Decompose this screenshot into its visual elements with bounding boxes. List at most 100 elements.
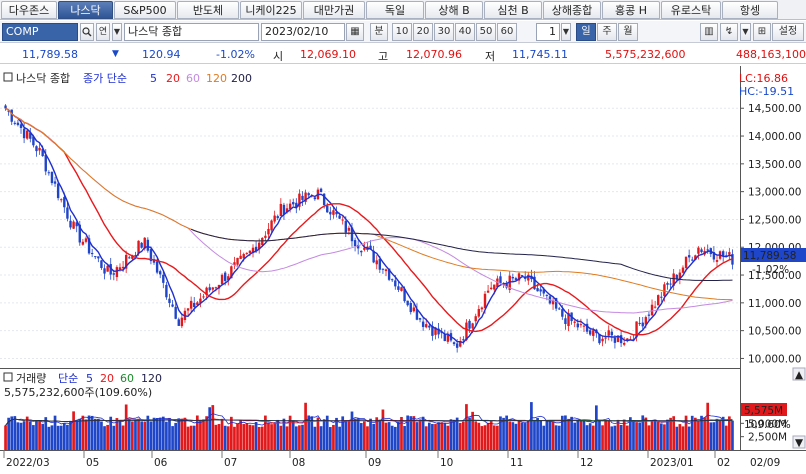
- volume-bar-111: [344, 420, 348, 450]
- chevron-down-icon[interactable]: ▼: [112, 23, 122, 41]
- candle-136: [421, 318, 425, 331]
- candle-205: [635, 321, 638, 342]
- volume-bar-228: [706, 402, 710, 450]
- volume-bar-58: [180, 418, 184, 450]
- minute-button-40[interactable]: 40: [455, 23, 475, 41]
- volume-bar-86: [267, 422, 270, 450]
- search-icon[interactable]: [80, 23, 94, 41]
- tab-3[interactable]: S&P500: [114, 1, 176, 19]
- tab-1[interactable]: 다우존스: [1, 1, 57, 19]
- volume-bar-65: [202, 419, 205, 450]
- candle-165: [511, 273, 515, 283]
- candle-47: [146, 237, 150, 253]
- volume-ma120: 120: [141, 372, 162, 385]
- volume-bar-72: [223, 425, 227, 450]
- volume-bar-198: [613, 425, 617, 450]
- ma20-line: [5, 107, 733, 336]
- tab-9[interactable]: 심천 B: [484, 1, 542, 19]
- candle-207: [641, 317, 644, 330]
- volume-bar-106: [328, 427, 332, 450]
- volume-bar-212: [656, 421, 660, 450]
- tab-8[interactable]: 상해 B: [425, 1, 483, 19]
- tool-dropdown-icon[interactable]: ▼: [740, 23, 751, 41]
- volume-bar-210: [650, 421, 654, 450]
- volume-bar-180: [557, 425, 561, 450]
- volume-bar-167: [517, 420, 521, 450]
- volume-bars: [4, 402, 734, 450]
- volume-bar-88: [273, 423, 277, 450]
- scroll-buttons[interactable]: ▲ ▼: [792, 367, 806, 449]
- volume-bar-68: [211, 405, 215, 450]
- volume-bar-120: [372, 423, 375, 450]
- minute-button-60[interactable]: 60: [497, 23, 517, 41]
- volume-bar-49: [152, 417, 156, 450]
- period-button-3[interactable]: 월: [618, 23, 638, 41]
- calendar-icon[interactable]: ▦: [346, 23, 364, 41]
- tab-2[interactable]: 나스닥: [58, 1, 113, 19]
- volume-bar-40: [124, 404, 128, 450]
- volume-bar-77: [239, 420, 242, 450]
- mode-toggle-button[interactable]: 연: [96, 23, 110, 41]
- minute-button-20[interactable]: 20: [413, 23, 433, 41]
- volume-bar-185: [573, 422, 577, 450]
- volume-bar-63: [195, 415, 199, 450]
- date-input[interactable]: 2023/02/10: [261, 23, 345, 41]
- tab-11[interactable]: 홍콩 H: [602, 1, 660, 19]
- candle-33: [103, 264, 106, 280]
- volume-bar-79: [245, 423, 249, 450]
- volume-bar-230: [712, 422, 716, 450]
- volume-bar-196: [607, 420, 611, 450]
- volume-bar-30: [93, 418, 97, 450]
- price-chart[interactable]: 나스닥 종합 종가 단순 5 20 60 120 200 LC:16.86 HC…: [0, 66, 806, 474]
- count-input[interactable]: 1: [536, 23, 560, 41]
- draw-tool-icon[interactable]: ↯: [720, 23, 738, 41]
- tab-10[interactable]: 상해종합: [543, 1, 601, 19]
- chart-tool-icon[interactable]: ▥: [700, 23, 718, 41]
- candle-24: [75, 220, 78, 233]
- period-button-1[interactable]: 일: [576, 23, 596, 41]
- change-rate: -1.02%: [216, 48, 255, 61]
- candle-206: [638, 316, 641, 326]
- candle-103: [319, 187, 323, 193]
- legend-ma20: 20: [166, 72, 180, 85]
- tab-6[interactable]: 대만가권: [303, 1, 365, 19]
- volume-bar-93: [288, 415, 292, 450]
- legend-ma60: 60: [186, 72, 200, 85]
- minute-button-50[interactable]: 50: [476, 23, 496, 41]
- high-price: 12,070.96: [406, 48, 462, 61]
- volume-bar-69: [214, 424, 218, 450]
- volume-bar-140: [434, 424, 437, 450]
- volume-bar-16: [50, 425, 54, 450]
- date-axis-label-5: 08: [292, 457, 305, 469]
- volume-bar-165: [511, 422, 515, 450]
- tab-13[interactable]: 항셍: [722, 1, 778, 19]
- code-input[interactable]: COMP: [2, 23, 78, 41]
- indicator-icon[interactable]: ⊞: [753, 23, 771, 41]
- legend-ma-label: 종가 단순: [83, 72, 127, 85]
- volume-bar-221: [684, 415, 688, 450]
- candle-170: [527, 271, 530, 285]
- candle-135: [418, 317, 422, 323]
- volume-bar-189: [585, 425, 589, 450]
- candle-228: [706, 244, 709, 254]
- minute-button-30[interactable]: 30: [434, 23, 454, 41]
- tab-5[interactable]: 니케이225: [240, 1, 302, 19]
- settings-button[interactable]: 설정: [772, 23, 804, 41]
- minute-button-10[interactable]: 10: [392, 23, 412, 41]
- candle-154: [477, 305, 481, 319]
- volume-bar-150: [465, 404, 468, 450]
- candle-178: [551, 297, 555, 310]
- tab-4[interactable]: 반도체: [177, 1, 239, 19]
- volume-bar-121: [375, 417, 379, 450]
- candle-213: [660, 292, 663, 302]
- period-button-2[interactable]: 주: [597, 23, 617, 41]
- volume-bar-216: [669, 417, 672, 450]
- tab-7[interactable]: 독일: [366, 1, 424, 19]
- candle-96: [298, 189, 301, 211]
- candle-158: [489, 281, 493, 291]
- count-dropdown-icon[interactable]: ▼: [561, 23, 571, 41]
- legend-ma5: 5: [150, 72, 157, 85]
- volume-bar-48: [149, 421, 153, 450]
- chart-legend: 나스닥 종합 종가 단순 5 20 60 120 200: [3, 72, 252, 85]
- tab-12[interactable]: 유로스탁: [661, 1, 721, 19]
